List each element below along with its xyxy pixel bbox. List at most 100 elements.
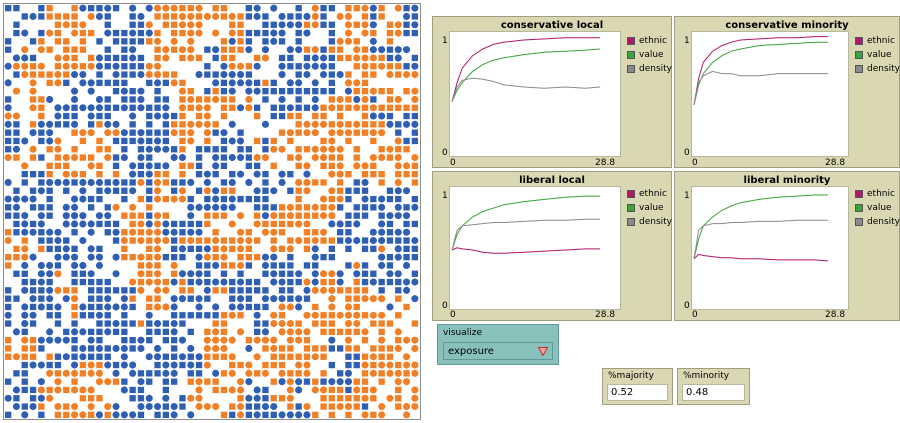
agent (320, 179, 327, 186)
agent (187, 88, 194, 95)
agent (179, 361, 186, 369)
agent (328, 220, 336, 228)
agent (403, 228, 411, 236)
agent (96, 353, 103, 360)
agent (120, 237, 128, 245)
agent (71, 46, 78, 53)
agent (328, 361, 336, 369)
agent (212, 245, 219, 253)
agent (286, 378, 294, 386)
agent (54, 237, 62, 245)
agent (220, 104, 228, 111)
dropdown-arrow-icon[interactable] (538, 347, 548, 356)
agent (344, 79, 353, 87)
agent (270, 137, 277, 145)
agent (87, 129, 95, 137)
agent (146, 328, 153, 336)
agent (328, 403, 336, 410)
agent (254, 29, 261, 37)
agent (403, 162, 411, 170)
agent (403, 336, 411, 344)
agent (394, 4, 402, 12)
agent (411, 71, 419, 79)
agent (37, 361, 45, 369)
agent (278, 112, 286, 120)
agent (270, 395, 277, 402)
agent (71, 386, 79, 394)
agent (54, 228, 62, 236)
agent (95, 378, 103, 386)
agent (303, 262, 311, 269)
agent (187, 137, 195, 145)
agent (203, 187, 211, 195)
agent (403, 171, 410, 178)
visualize-dropdown[interactable]: exposure (443, 342, 553, 360)
agent (394, 137, 402, 145)
agent (386, 112, 394, 120)
agent (336, 378, 344, 386)
agent (337, 112, 344, 120)
world-view[interactable] (3, 3, 421, 420)
agent (88, 5, 95, 12)
agent (353, 320, 361, 328)
agent (370, 411, 377, 419)
agent (179, 5, 186, 12)
agent (162, 13, 170, 20)
agent (71, 369, 79, 377)
agent (328, 54, 336, 62)
agent (154, 13, 161, 20)
agent (178, 353, 186, 361)
agent (220, 212, 228, 219)
agent (4, 311, 12, 319)
agent (361, 204, 369, 211)
agent (403, 378, 411, 386)
agent (88, 395, 95, 402)
agent (129, 137, 136, 145)
agent (154, 228, 162, 236)
agent (328, 21, 336, 28)
agent (79, 4, 87, 12)
agent (378, 121, 385, 128)
visualize-chooser[interactable]: visualize exposure (437, 324, 559, 365)
agent (71, 95, 79, 103)
agent (411, 104, 419, 111)
agent (5, 337, 12, 344)
agent (278, 303, 286, 311)
agent (228, 303, 236, 311)
agent (328, 378, 336, 386)
agent (137, 344, 145, 353)
agent (145, 278, 153, 286)
agent (328, 203, 336, 211)
agent (245, 29, 253, 37)
agent (12, 353, 20, 361)
agent (328, 320, 336, 327)
agent (146, 195, 153, 203)
agent (79, 361, 87, 369)
agent (203, 129, 211, 137)
agent (262, 361, 269, 369)
agent (212, 146, 219, 153)
agent (303, 21, 311, 28)
agent (38, 171, 45, 178)
agent (361, 353, 369, 360)
legend-item-value: value (855, 201, 900, 215)
agent (62, 104, 70, 112)
agent (63, 237, 70, 244)
agent (38, 104, 45, 111)
agent (403, 12, 411, 20)
agent (121, 187, 128, 194)
agent (262, 386, 269, 394)
agent (96, 5, 103, 12)
agent (162, 46, 170, 54)
agent (112, 38, 120, 45)
agent (361, 403, 369, 410)
agent (120, 87, 128, 95)
agent (270, 270, 278, 278)
agent (320, 378, 327, 385)
agent (96, 121, 103, 128)
agent (287, 254, 294, 261)
agent (87, 62, 95, 70)
agent (162, 328, 170, 336)
agent (295, 154, 303, 162)
agent (378, 146, 385, 153)
